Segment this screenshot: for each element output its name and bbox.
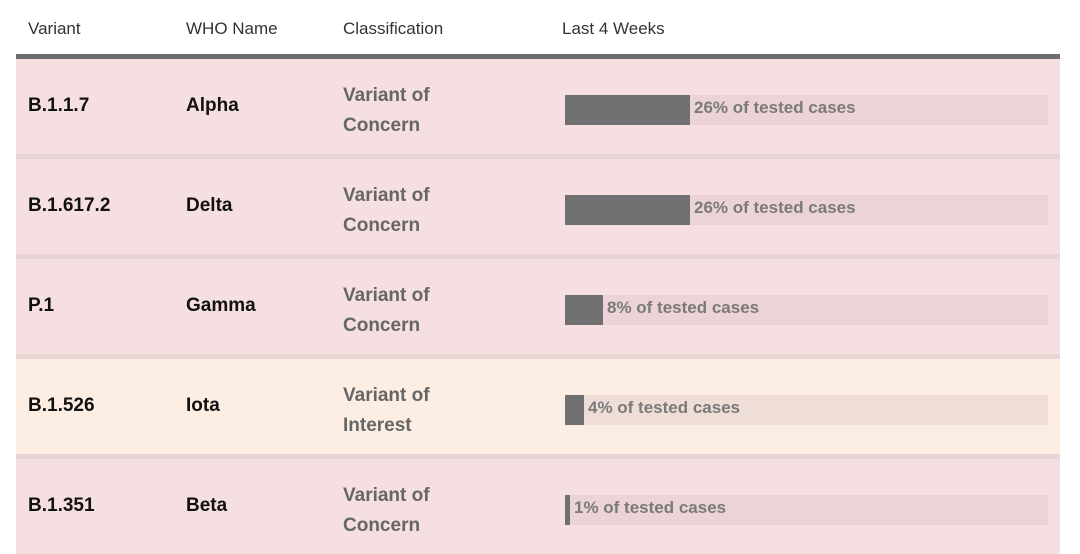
share-bar-fill <box>565 95 690 125</box>
who-name-cell: Delta <box>186 195 233 216</box>
share-label: 1% of tested cases <box>574 498 727 517</box>
classification-line1: Variant of <box>343 285 430 306</box>
table-row: B.1.617.2 Delta Variant of Concern 26% o… <box>16 159 1060 254</box>
share-bar-fill <box>565 295 603 325</box>
row-divider <box>16 354 1060 359</box>
classification-line2: Concern <box>343 115 421 136</box>
classification-line2: Concern <box>343 515 421 536</box>
classification-line1: Variant of <box>343 385 430 406</box>
share-bar-track: 26% of tested cases <box>565 95 1048 125</box>
who-name-cell: Iota <box>186 395 220 416</box>
share-bar-fill <box>565 195 690 225</box>
classification-cell: Variant of Concern <box>343 481 503 541</box>
who-name-cell: Alpha <box>186 95 239 116</box>
row-divider <box>16 254 1060 259</box>
variants-table: Variant WHO Name Classification Last 4 W… <box>16 0 1060 554</box>
table-row: B.1.1.7 Alpha Variant of Concern 26% of … <box>16 59 1060 154</box>
variant-cell: B.1.1.7 <box>28 95 90 116</box>
row-divider <box>16 154 1060 159</box>
classification-line1: Variant of <box>343 85 430 106</box>
share-bar-fill <box>565 395 584 425</box>
classification-line1: Variant of <box>343 185 430 206</box>
classification-cell: Variant of Concern <box>343 81 503 141</box>
share-label: 26% of tested cases <box>694 198 856 217</box>
header-who-name: WHO Name <box>186 19 278 38</box>
header-last-4-weeks: Last 4 Weeks <box>562 19 665 38</box>
header-classification: Classification <box>343 19 444 38</box>
share-bar-track: 26% of tested cases <box>565 195 1048 225</box>
variant-cell: B.1.526 <box>28 395 95 416</box>
classification-cell: Variant of Concern <box>343 281 503 341</box>
table-body: B.1.1.7 Alpha Variant of Concern 26% of … <box>16 59 1060 554</box>
table-row: P.1 Gamma Variant of Concern 8% of teste… <box>16 259 1060 354</box>
who-name-cell: Gamma <box>186 295 256 316</box>
table-row: B.1.526 Iota Variant of Interest 4% of t… <box>16 359 1060 454</box>
classification-cell: Variant of Concern <box>343 181 503 241</box>
classification-line1: Variant of <box>343 485 430 506</box>
classification-cell: Variant of Interest <box>343 381 503 441</box>
share-bar-track: 8% of tested cases <box>565 295 1048 325</box>
variant-cell: P.1 <box>28 295 55 316</box>
share-bar-track: 4% of tested cases <box>565 395 1048 425</box>
share-bar-fill <box>565 495 570 525</box>
variant-cell: B.1.351 <box>28 495 95 516</box>
row-divider <box>16 454 1060 459</box>
classification-line2: Concern <box>343 315 421 336</box>
variant-cell: B.1.617.2 <box>28 195 111 216</box>
share-label: 8% of tested cases <box>607 298 760 317</box>
table-header: Variant WHO Name Classification Last 4 W… <box>16 0 1060 59</box>
who-name-cell: Beta <box>186 495 228 516</box>
classification-line2: Concern <box>343 215 421 236</box>
share-bar-track: 1% of tested cases <box>565 495 1048 525</box>
header-variant: Variant <box>28 19 81 38</box>
share-label: 4% of tested cases <box>588 398 741 417</box>
classification-line2: Interest <box>343 415 412 436</box>
table-row: B.1.351 Beta Variant of Concern 1% of te… <box>16 459 1060 554</box>
share-label: 26% of tested cases <box>694 98 856 117</box>
